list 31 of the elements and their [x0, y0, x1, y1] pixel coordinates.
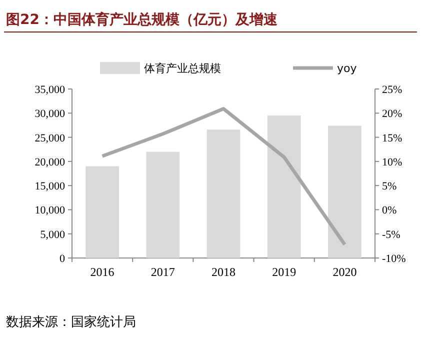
y2-tick-label: 0%	[382, 204, 397, 217]
chart-title: 图22：中国体育产业总规模（亿元）及增速	[6, 11, 278, 28]
x-tick-label: 2020	[332, 265, 357, 279]
y-tick-label: 0	[60, 253, 66, 265]
bar	[86, 166, 119, 258]
y-tick-label: 20,000	[34, 156, 66, 168]
line-series	[100, 107, 346, 246]
y2-tick-label: 20%	[382, 108, 402, 120]
y-tick-label: 35,000	[34, 84, 66, 96]
y2-tick-label: 10%	[382, 156, 402, 168]
y-tick-label: 30,000	[34, 108, 66, 120]
y-tick-label: 15,000	[34, 180, 66, 193]
x-tick-label: 2017	[150, 265, 175, 279]
y2-tick-label: 15%	[382, 132, 402, 144]
x-tick-label: 2019	[272, 265, 296, 279]
bar	[206, 130, 240, 258]
y-tick-label: 5,000	[40, 228, 66, 241]
x-tick-label: 2018	[212, 265, 236, 279]
bar	[328, 126, 362, 258]
y2-tick-label: 25%	[382, 84, 402, 96]
y2-tick-label: -5%	[382, 228, 400, 241]
y2-tick-label: -10%	[382, 253, 406, 265]
bar	[146, 152, 180, 258]
y2-tick-label: 5%	[382, 180, 397, 193]
legend-label: yoy	[337, 62, 358, 75]
bar	[267, 116, 301, 258]
source-note: 数据来源：国家统计局	[6, 314, 136, 330]
x-tick-label: 2016	[90, 265, 114, 279]
y-tick-label: 25,000	[34, 132, 66, 144]
y-tick-label: 10,000	[34, 204, 66, 217]
legend-label: 体育产业总规模	[144, 62, 221, 75]
